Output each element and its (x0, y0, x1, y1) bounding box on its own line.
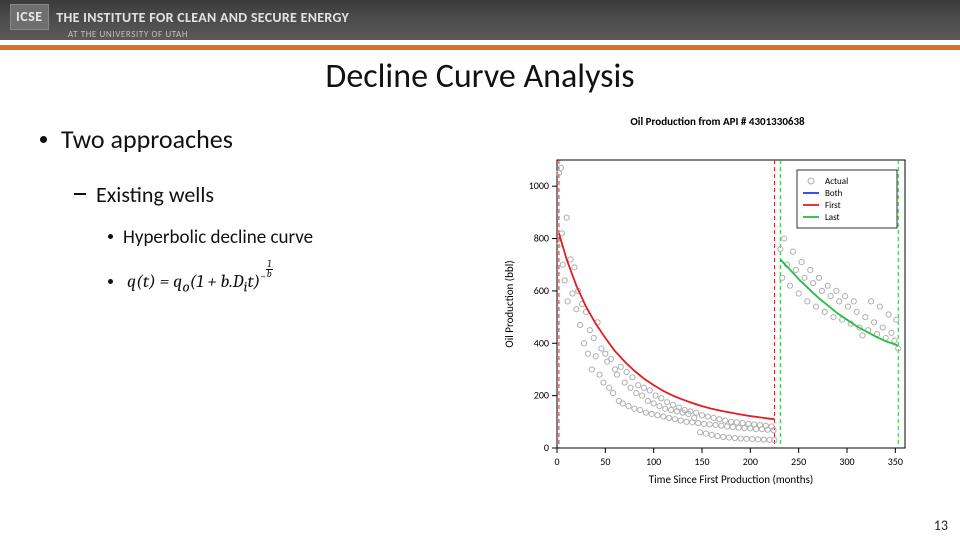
svg-text:150: 150 (694, 455, 709, 468)
accent-bar (0, 45, 960, 50)
bullet-l1: Two approaches (40, 123, 495, 155)
svg-text:800: 800 (534, 232, 549, 245)
bullet-l3: Hyperbolic decline curve (108, 226, 495, 249)
eq-mid: (1 + b.D (190, 271, 244, 292)
production-chart: 0 50 100 150 200 250 300 350 0 200 400 600 800 1000 Ti… (495, 132, 925, 492)
svg-text:600: 600 (534, 284, 549, 297)
slide-title: Decline Curve Analysis (0, 56, 960, 97)
svg-text:300: 300 (839, 455, 854, 468)
bullets-panel: Two approaches Existing wells Hyperbolic… (40, 115, 495, 492)
svg-text:Actual: Actual (825, 176, 848, 187)
chart-title: Oil Production from API # 4301330638 (495, 115, 940, 128)
eq-lhs: q(t) = q (127, 271, 182, 292)
svg-text:Oil Production (bbl): Oil Production (bbl) (503, 260, 516, 347)
bullet-equation: q(t) = qo(1 + b.Dit)−1b (108, 263, 495, 296)
svg-text:Both: Both (825, 188, 843, 199)
svg-text:0: 0 (554, 455, 559, 468)
bullet-l3-text: Hyperbolic decline curve (123, 226, 313, 249)
svg-text:200: 200 (743, 455, 758, 468)
svg-text:Last: Last (825, 212, 840, 223)
svg-text:250: 250 (791, 455, 806, 468)
svg-text:Time Since First Production (m: Time Since First Production (months) (649, 473, 813, 486)
svg-text:First: First (825, 200, 841, 211)
bullet-l1-text: Two approaches (61, 123, 233, 155)
bullet-l2-text: Existing wells (96, 181, 214, 208)
svg-text:1000: 1000 (529, 179, 549, 192)
eq-sub-o: o (182, 278, 189, 296)
eq-exponent: −1b (260, 263, 272, 283)
svg-text:350: 350 (888, 455, 903, 468)
svg-text:200: 200 (534, 389, 549, 402)
bullet-l2: Existing wells (74, 181, 495, 208)
institute-name: THE INSTITUTE FOR CLEAN AND SECURE ENERG… (56, 9, 349, 26)
institute-sub: AT THE UNIVERSITY OF UTAH (68, 29, 349, 40)
svg-text:400: 400 (534, 336, 549, 349)
chart-panel: Oil Production from API # 4301330638 0 50… (495, 115, 940, 492)
header-text: ICSE THE INSTITUTE FOR CLEAN AND SECURE … (10, 4, 349, 40)
page-number: 13 (934, 517, 948, 534)
svg-text:0: 0 (544, 441, 549, 454)
header: ICSE THE INSTITUTE FOR CLEAN AND SECURE … (0, 0, 960, 50)
eq-tail: t) (247, 271, 260, 292)
svg-text:100: 100 (646, 455, 661, 468)
header-badge: ICSE (10, 4, 49, 30)
eq-den: b (266, 270, 273, 279)
svg-text:50: 50 (600, 455, 610, 468)
